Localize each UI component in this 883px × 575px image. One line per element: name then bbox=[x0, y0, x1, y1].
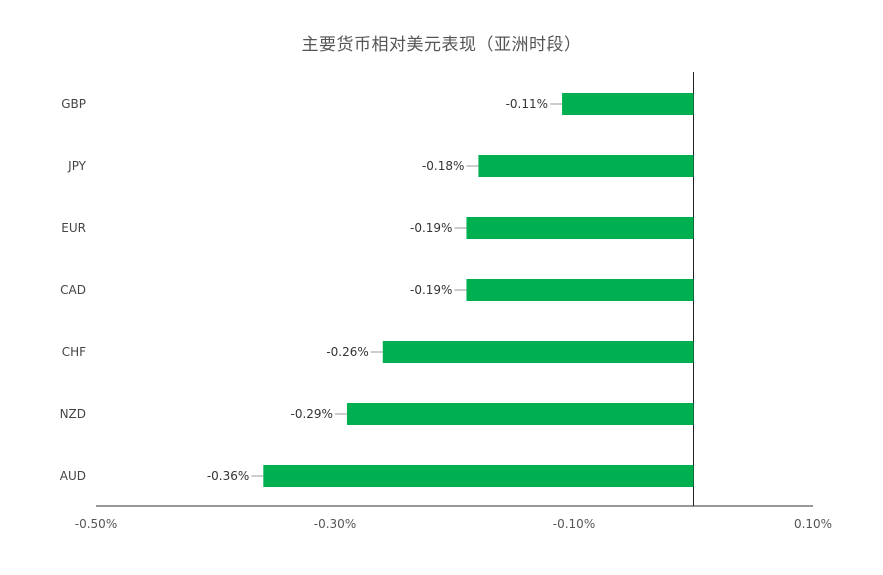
data-label: -0.18% bbox=[422, 159, 464, 173]
bar bbox=[263, 465, 694, 487]
x-tick-label: -0.50% bbox=[75, 517, 117, 531]
data-label: -0.19% bbox=[410, 283, 452, 297]
data-label: -0.29% bbox=[290, 407, 332, 421]
data-label: -0.19% bbox=[410, 221, 452, 235]
bar bbox=[382, 341, 694, 363]
category-label: NZD bbox=[60, 407, 86, 421]
x-tick-label: -0.10% bbox=[553, 517, 595, 531]
x-tick-label: 0.10% bbox=[794, 517, 832, 531]
bar bbox=[346, 403, 694, 425]
bar bbox=[466, 217, 694, 239]
bar bbox=[562, 93, 694, 115]
data-label: -0.11% bbox=[506, 97, 548, 111]
x-tick-label: -0.30% bbox=[314, 517, 356, 531]
category-label: EUR bbox=[61, 221, 86, 235]
data-label: -0.26% bbox=[326, 345, 368, 359]
category-label: GBP bbox=[61, 97, 86, 111]
data-label: -0.36% bbox=[207, 469, 249, 483]
bar bbox=[478, 155, 694, 177]
category-label: JPY bbox=[67, 159, 87, 173]
category-label: CAD bbox=[60, 283, 86, 297]
bar bbox=[466, 279, 694, 301]
category-label: CHF bbox=[62, 345, 86, 359]
chart-title: 主要货币相对美元表现（亚洲时段） bbox=[301, 35, 582, 55]
category-label: AUD bbox=[60, 469, 86, 483]
